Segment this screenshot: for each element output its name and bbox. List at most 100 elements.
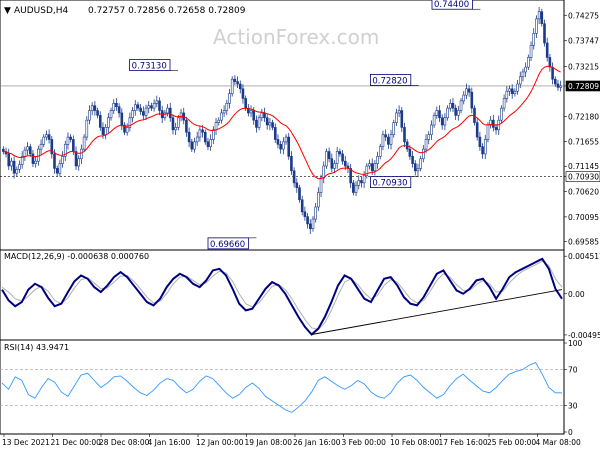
candle-body: [53, 153, 56, 169]
candle-body: [90, 105, 94, 111]
candle-body: [206, 141, 210, 148]
symbol-label: AUDUSD,H4: [14, 6, 69, 16]
candle-body: [551, 66, 554, 80]
candle-body: [171, 117, 175, 131]
x-tick-label: 10 Feb 08:00: [390, 438, 439, 447]
candle-body: [28, 146, 32, 155]
candle-body: [362, 175, 366, 184]
price-tick-label: 0.70930: [568, 173, 599, 182]
candle-body: [290, 156, 293, 172]
candle-body: [419, 158, 422, 169]
candle-body: [424, 139, 428, 150]
price-annotation-label: 0.73130: [132, 61, 167, 71]
candle-body: [483, 139, 487, 155]
candle-body: [244, 98, 247, 109]
candle-body: [263, 112, 266, 119]
candle-body: [357, 180, 361, 186]
candle-body: [133, 104, 137, 111]
axes: 0.74275 0.73747 0.73215 0.72809 0.72180 0.716…: [2, 11, 600, 447]
candle-body: [481, 146, 484, 155]
candle-body: [440, 117, 444, 126]
candle-body: [228, 93, 231, 104]
candle-body: [179, 112, 183, 119]
candle-body: [502, 98, 506, 109]
x-tick-label: 4 Mar 08:00: [536, 438, 582, 447]
candle-body: [300, 199, 304, 213]
candle-body: [516, 83, 519, 92]
candle-body: [42, 136, 46, 145]
price-tick-label: 0.69585: [568, 237, 599, 246]
candle-body: [236, 81, 239, 85]
candle-body: [20, 156, 24, 165]
candle-body: [144, 107, 148, 116]
price-tick-label: 0.71655: [568, 138, 599, 147]
candle-body: [241, 88, 245, 99]
candle-body: [545, 42, 549, 58]
candle-body: [174, 127, 177, 131]
candle-body: [63, 143, 67, 157]
candle-body: [58, 163, 62, 174]
candle-body: [123, 124, 126, 133]
macd-title: MACD(12,26,9) -0.000638 0.000760: [4, 252, 149, 261]
candle-body: [513, 90, 517, 94]
candle-body: [233, 78, 237, 82]
candle-body: [225, 102, 229, 111]
candle-body: [50, 139, 54, 155]
candle-body: [195, 136, 199, 143]
candle-body: [284, 136, 288, 143]
candle-body: [273, 127, 277, 140]
x-tick-label: 4 Jan 16:00: [148, 438, 191, 447]
candle-body: [543, 23, 546, 44]
candle-body: [85, 119, 89, 138]
price-tick-label: 0.74275: [568, 11, 599, 20]
candle-body: [193, 141, 196, 150]
candle-body: [430, 124, 433, 135]
price-annotation-label: 0.72820: [372, 76, 407, 86]
candle-body: [61, 156, 64, 164]
candle-body: [306, 216, 309, 225]
candle-body: [279, 143, 282, 150]
candle-body: [287, 136, 291, 157]
candle-body: [303, 211, 307, 217]
candle-body: [518, 76, 522, 85]
candle-body: [136, 104, 140, 109]
rsi-tick-label: 0: [568, 428, 573, 437]
candle-body: [446, 107, 449, 119]
candle-body: [335, 151, 339, 164]
candle-body: [260, 112, 264, 119]
x-tick-label: 12 Jan 00:00: [196, 438, 244, 447]
candle-body: [117, 106, 121, 114]
candle-body: [311, 218, 315, 230]
candle-body: [478, 136, 482, 148]
candle-body: [319, 177, 323, 193]
candle-body: [486, 124, 490, 140]
candle-body: [475, 122, 479, 138]
candle-body: [10, 160, 13, 167]
price-tick-label: 0.71145: [568, 162, 599, 171]
candle-body: [338, 151, 342, 155]
candle-body: [378, 146, 382, 157]
candle-body: [190, 141, 194, 150]
candle-body: [268, 122, 272, 126]
candle-body: [295, 182, 299, 189]
candle-body: [230, 78, 234, 94]
candle-body: [416, 168, 420, 172]
candle-body: [535, 18, 538, 34]
x-tick-label: 19 Jan 08:00: [245, 438, 293, 447]
candle-body: [276, 139, 280, 145]
candle-body: [265, 117, 269, 126]
candle-body: [37, 148, 40, 162]
candle-body: [112, 102, 116, 111]
candle-body: [537, 11, 541, 20]
candle-body: [333, 163, 336, 169]
candle-body: [467, 88, 471, 93]
candle-body: [427, 134, 431, 140]
candle-body: [147, 105, 151, 109]
rsi-tick-label: 30: [568, 401, 578, 410]
price-tick-label: 0.73747: [568, 37, 599, 46]
price-tick-label: 0.70095: [568, 213, 599, 222]
price-tick-label: 0.72180: [568, 112, 599, 121]
candle-body: [454, 107, 457, 116]
candle-body: [508, 88, 511, 92]
